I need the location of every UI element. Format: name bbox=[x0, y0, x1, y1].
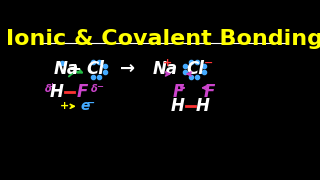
Text: +: + bbox=[49, 82, 56, 91]
Text: H: H bbox=[196, 97, 210, 115]
Text: δ: δ bbox=[91, 84, 98, 94]
Text: Na: Na bbox=[152, 60, 178, 78]
Text: +: + bbox=[68, 62, 81, 77]
Text: +: + bbox=[60, 101, 69, 111]
Text: F: F bbox=[203, 84, 215, 102]
Text: →: → bbox=[120, 60, 135, 78]
Text: Na: Na bbox=[54, 60, 79, 78]
Text: e: e bbox=[80, 99, 90, 113]
Text: H: H bbox=[50, 84, 64, 102]
Text: Ionic & Covalent Bonding: Ionic & Covalent Bonding bbox=[5, 29, 320, 49]
Text: −: − bbox=[87, 98, 95, 108]
Text: −: − bbox=[204, 58, 214, 68]
Text: −: − bbox=[96, 82, 103, 91]
Text: δ: δ bbox=[45, 84, 52, 94]
Text: F: F bbox=[172, 84, 184, 102]
Text: Cl: Cl bbox=[186, 60, 204, 78]
Text: +: + bbox=[163, 58, 172, 68]
Text: F: F bbox=[76, 84, 88, 102]
Text: Cl: Cl bbox=[87, 60, 105, 78]
Text: H: H bbox=[171, 97, 185, 115]
FancyArrowPatch shape bbox=[69, 69, 82, 76]
